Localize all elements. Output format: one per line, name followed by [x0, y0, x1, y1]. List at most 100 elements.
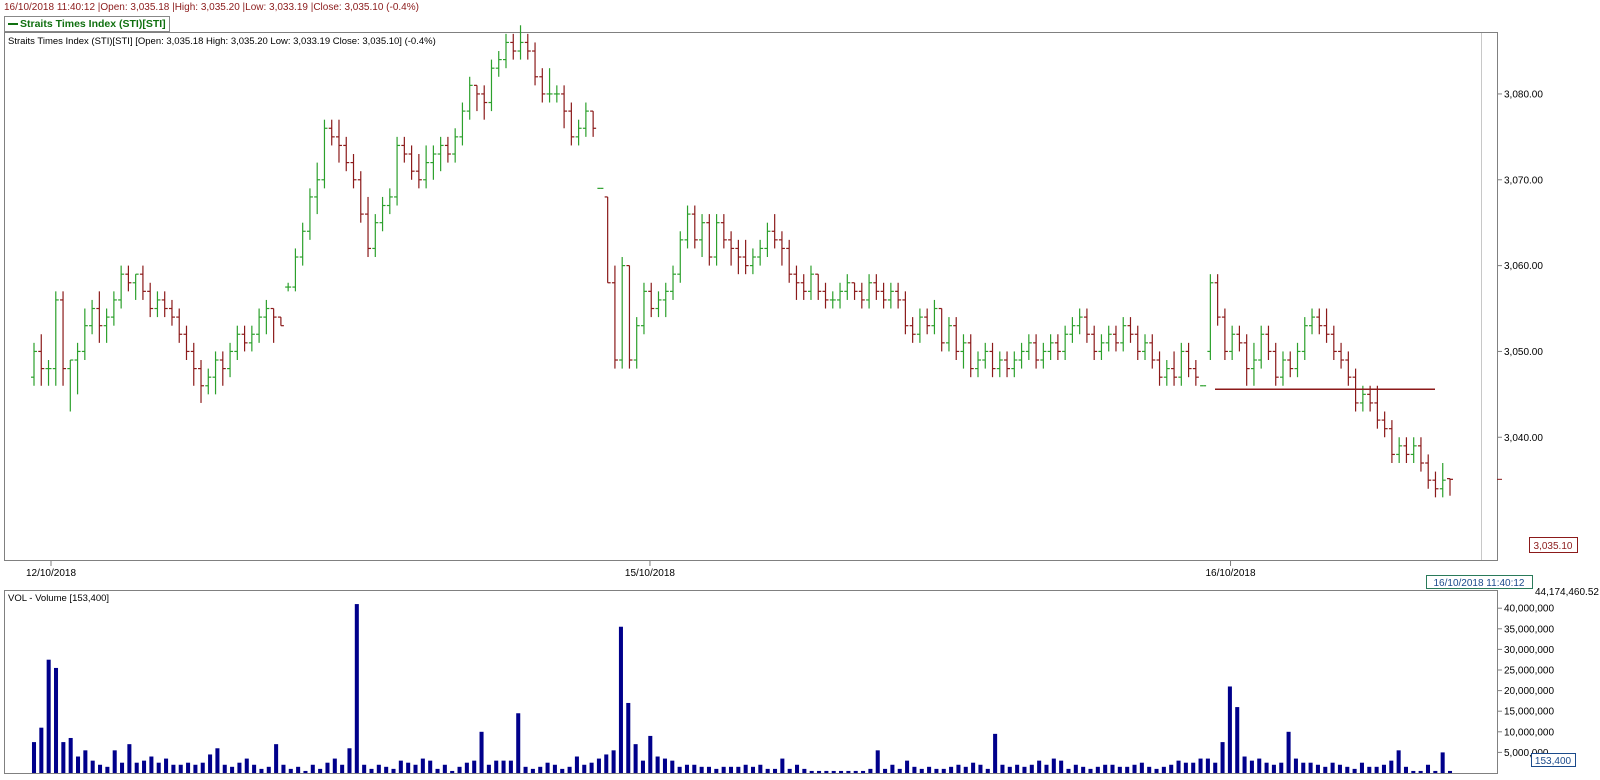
ohlc-bar — [183, 325, 190, 361]
volume-bar — [824, 770, 829, 773]
ohlc-bar — [807, 265, 814, 300]
date-tick-label: 16/10/2018 — [1205, 568, 1255, 579]
volume-bar — [1007, 766, 1012, 773]
volume-bar — [530, 768, 535, 773]
volume-bar — [1051, 758, 1056, 773]
volume-bar — [1220, 742, 1225, 773]
ohlc-bar — [314, 162, 321, 215]
ohlc-bar — [546, 68, 553, 103]
ohlc-bar — [880, 282, 887, 309]
ohlc-bar — [285, 282, 292, 292]
volume-bar — [200, 762, 205, 773]
volume-bar — [1433, 770, 1438, 773]
volume-bar — [1389, 760, 1394, 773]
volume-bar — [53, 667, 59, 773]
volume-bar — [817, 770, 822, 773]
volume-bar — [633, 744, 638, 773]
ohlc-bar — [931, 299, 938, 335]
ohlc-bar — [1330, 325, 1337, 361]
series-swatch — [8, 23, 18, 26]
ohlc-bar — [706, 214, 713, 266]
volume-bar — [222, 764, 227, 773]
ohlc-bar — [1112, 325, 1119, 352]
volume-bar — [98, 764, 103, 773]
ohlc-bar — [1149, 334, 1156, 369]
ohlc-bar — [655, 291, 662, 318]
ohlc-bar — [648, 282, 655, 318]
ohlc-bar — [568, 102, 575, 146]
volume-bar — [391, 768, 396, 773]
volume-bar — [589, 762, 594, 773]
ohlc-bar — [1229, 325, 1236, 361]
series-legend[interactable]: Straits Times Index (STI)[STI] — [4, 16, 170, 32]
ohlc-bar — [1083, 308, 1090, 343]
volume-bar — [1154, 768, 1159, 773]
ohlc-bar — [321, 119, 328, 189]
volume-bar — [596, 758, 601, 773]
volume-bar — [831, 770, 836, 773]
ohlc-bar — [1352, 368, 1359, 412]
volume-bar — [1440, 752, 1445, 773]
ohlc-bar — [866, 274, 873, 309]
price-y-axis: 3,040.00 3,050.00 3,060.00 3,070.00 3,080.00 — [1497, 89, 1543, 480]
ohlc-bar — [408, 145, 415, 180]
volume-bar — [435, 768, 440, 773]
ohlc-bar — [532, 42, 539, 86]
ohlc-bar — [1396, 437, 1403, 464]
volume-bar — [978, 764, 983, 773]
volume-bar — [927, 766, 932, 773]
ohlc-bar — [415, 154, 422, 189]
volume-bar — [310, 764, 315, 773]
volume-bar — [853, 770, 858, 773]
ohlc-bar — [241, 325, 248, 352]
volume-bar — [648, 735, 653, 773]
ohlc-bar — [764, 222, 771, 258]
price-panel-frame — [4, 32, 1498, 561]
ohlc-bar — [873, 274, 880, 300]
ohlc-bar — [953, 317, 960, 361]
volume-bar — [39, 727, 44, 773]
volume-bar — [1147, 766, 1152, 773]
volume-bar — [105, 766, 110, 773]
ohlc-bar — [575, 119, 582, 146]
ohlc-bar — [306, 188, 313, 240]
volume-bar — [1242, 756, 1247, 773]
volume-bar — [1315, 764, 1320, 773]
ohlc-bar — [379, 196, 386, 232]
ohlc-bar — [328, 119, 335, 146]
ohlc-bar — [945, 317, 952, 352]
ohlc-bar — [1374, 385, 1381, 429]
volume-bar — [1198, 758, 1203, 773]
volume-bar — [839, 770, 844, 773]
ohlc-bar — [829, 291, 836, 309]
ohlc-bar — [81, 308, 88, 361]
ohlc-bar — [495, 51, 502, 77]
ohlc-bar — [60, 291, 67, 386]
volume-bar — [560, 768, 565, 773]
ohlc-bar — [459, 102, 466, 146]
volume-bar — [1301, 762, 1306, 773]
volume-bar — [523, 766, 528, 773]
volume-bar — [1403, 766, 1408, 773]
volume-bar — [340, 764, 345, 773]
volume-bar — [1044, 764, 1049, 773]
volume-bar — [68, 737, 73, 773]
ohlc-bar — [582, 102, 589, 137]
volume-bar — [1286, 731, 1291, 773]
ohlc-bar — [1011, 351, 1018, 378]
volume-bar — [677, 766, 682, 773]
ohlc-bar — [1359, 385, 1366, 412]
ohlc-bar — [118, 265, 125, 309]
ohlc-bar — [778, 231, 785, 266]
volume-bar — [508, 760, 513, 773]
volume-bar — [604, 754, 609, 773]
ohlc-bar — [916, 308, 923, 343]
volume-bar — [193, 764, 198, 773]
volume-bar — [758, 764, 763, 773]
ohlc-bar — [742, 239, 749, 275]
ohlc-bar — [837, 282, 844, 309]
volume-bar — [1191, 762, 1196, 773]
volume-bar — [281, 764, 286, 773]
volume-bar — [1205, 758, 1210, 773]
